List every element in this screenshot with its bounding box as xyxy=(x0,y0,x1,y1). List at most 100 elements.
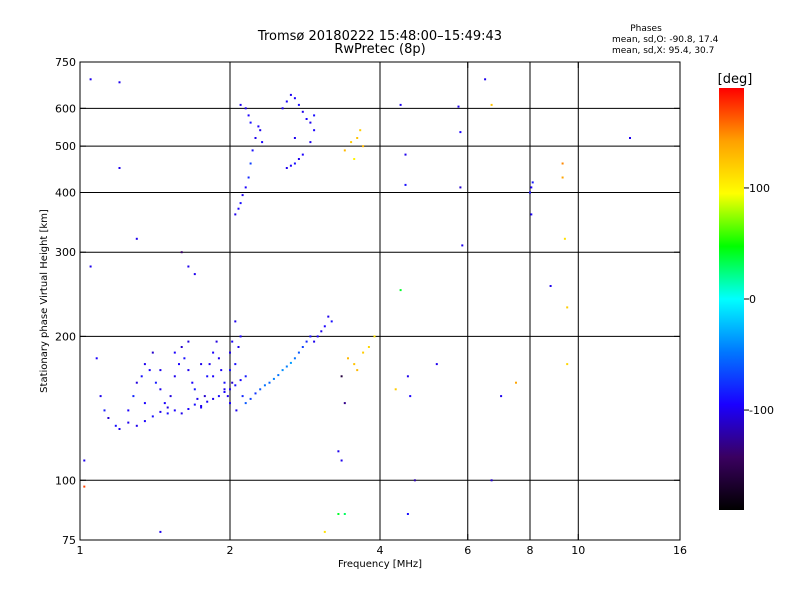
data-point xyxy=(301,153,304,156)
data-point xyxy=(127,421,130,424)
data-point xyxy=(237,346,240,348)
data-point xyxy=(239,202,242,205)
data-point xyxy=(249,121,252,124)
data-point xyxy=(223,391,226,393)
y-tick-label: 400 xyxy=(55,186,76,199)
data-point xyxy=(215,340,218,343)
data-point xyxy=(118,167,121,169)
data-point xyxy=(404,153,407,156)
data-point xyxy=(183,357,186,360)
data-point xyxy=(235,409,238,412)
data-point xyxy=(340,375,343,378)
data-point xyxy=(206,375,209,378)
data-point xyxy=(159,530,162,533)
x-tick-label: 16 xyxy=(673,544,687,557)
data-point xyxy=(200,406,203,409)
data-point xyxy=(159,388,162,391)
data-point xyxy=(353,158,356,160)
data-point xyxy=(257,125,260,128)
data-point xyxy=(237,207,240,210)
colorbar-tick-label: 0 xyxy=(749,293,756,306)
data-point xyxy=(549,285,552,287)
data-point xyxy=(151,415,154,418)
x-tick-label: 2 xyxy=(227,544,234,557)
data-point xyxy=(180,412,183,415)
data-point xyxy=(118,81,121,84)
data-point xyxy=(323,530,326,533)
data-point xyxy=(356,137,359,139)
data-point xyxy=(89,265,92,268)
data-point xyxy=(127,409,130,412)
data-point xyxy=(203,395,206,398)
data-point xyxy=(515,381,517,384)
data-point xyxy=(309,121,312,124)
phases-line2: mean, sd,X: 95.4, 30.7 xyxy=(612,46,714,56)
data-point xyxy=(362,145,365,148)
data-point xyxy=(239,335,242,338)
data-point xyxy=(259,388,262,391)
data-point xyxy=(404,183,407,186)
data-point xyxy=(394,388,397,391)
data-point xyxy=(118,428,121,430)
data-point xyxy=(148,369,151,372)
data-point xyxy=(193,273,196,276)
data-point xyxy=(277,374,280,377)
data-point xyxy=(297,158,300,160)
data-point xyxy=(99,395,102,398)
data-point xyxy=(244,107,247,110)
data-point xyxy=(95,357,98,360)
data-point xyxy=(244,402,247,405)
x-tick-label: 8 xyxy=(527,544,534,557)
data-point xyxy=(313,114,316,117)
y-tick-label: 600 xyxy=(55,102,76,115)
x-axis-label: Frequency [MHz] xyxy=(338,559,422,570)
data-point xyxy=(254,137,257,139)
data-point xyxy=(459,186,462,189)
data-point xyxy=(409,395,412,398)
colorbar-title: [deg] xyxy=(718,72,753,87)
data-point xyxy=(362,351,365,354)
data-point xyxy=(289,93,292,96)
x-tick-label: 1 xyxy=(77,544,84,557)
x-tick-label: 4 xyxy=(377,544,384,557)
data-point xyxy=(343,149,346,152)
data-point xyxy=(293,162,296,165)
y-axis-label: Stationary phase Virtual Height [km] xyxy=(39,209,50,393)
data-point xyxy=(229,388,231,391)
data-point xyxy=(166,412,169,415)
data-point xyxy=(247,176,250,179)
data-point xyxy=(530,186,533,189)
data-point xyxy=(563,237,566,240)
data-point xyxy=(353,363,356,366)
data-point xyxy=(337,513,340,515)
data-point xyxy=(187,369,190,372)
data-point xyxy=(309,335,312,338)
data-point xyxy=(457,105,460,108)
data-point xyxy=(261,141,264,144)
data-point xyxy=(459,131,462,134)
data-point xyxy=(320,330,323,333)
data-point xyxy=(309,141,312,144)
data-point xyxy=(373,335,376,338)
data-point xyxy=(305,340,308,343)
data-point xyxy=(435,363,438,366)
data-point xyxy=(297,351,300,354)
x-tick-label: 10 xyxy=(571,544,585,557)
data-point xyxy=(229,351,231,354)
data-point xyxy=(305,118,308,120)
data-point xyxy=(234,320,237,323)
data-point xyxy=(223,388,226,391)
colorbar-ticks: 100 0 -100 xyxy=(744,182,774,417)
data-point xyxy=(234,384,237,387)
data-point xyxy=(399,103,402,106)
chart-title-line2: RwPretec (8p) xyxy=(334,42,425,57)
data-point xyxy=(193,388,196,391)
data-point xyxy=(301,346,304,348)
data-point xyxy=(154,381,157,384)
data-point xyxy=(629,137,631,139)
data-point xyxy=(327,315,330,318)
data-point xyxy=(254,392,257,395)
data-point xyxy=(406,513,409,515)
x-tick-label: 6 xyxy=(464,544,471,557)
